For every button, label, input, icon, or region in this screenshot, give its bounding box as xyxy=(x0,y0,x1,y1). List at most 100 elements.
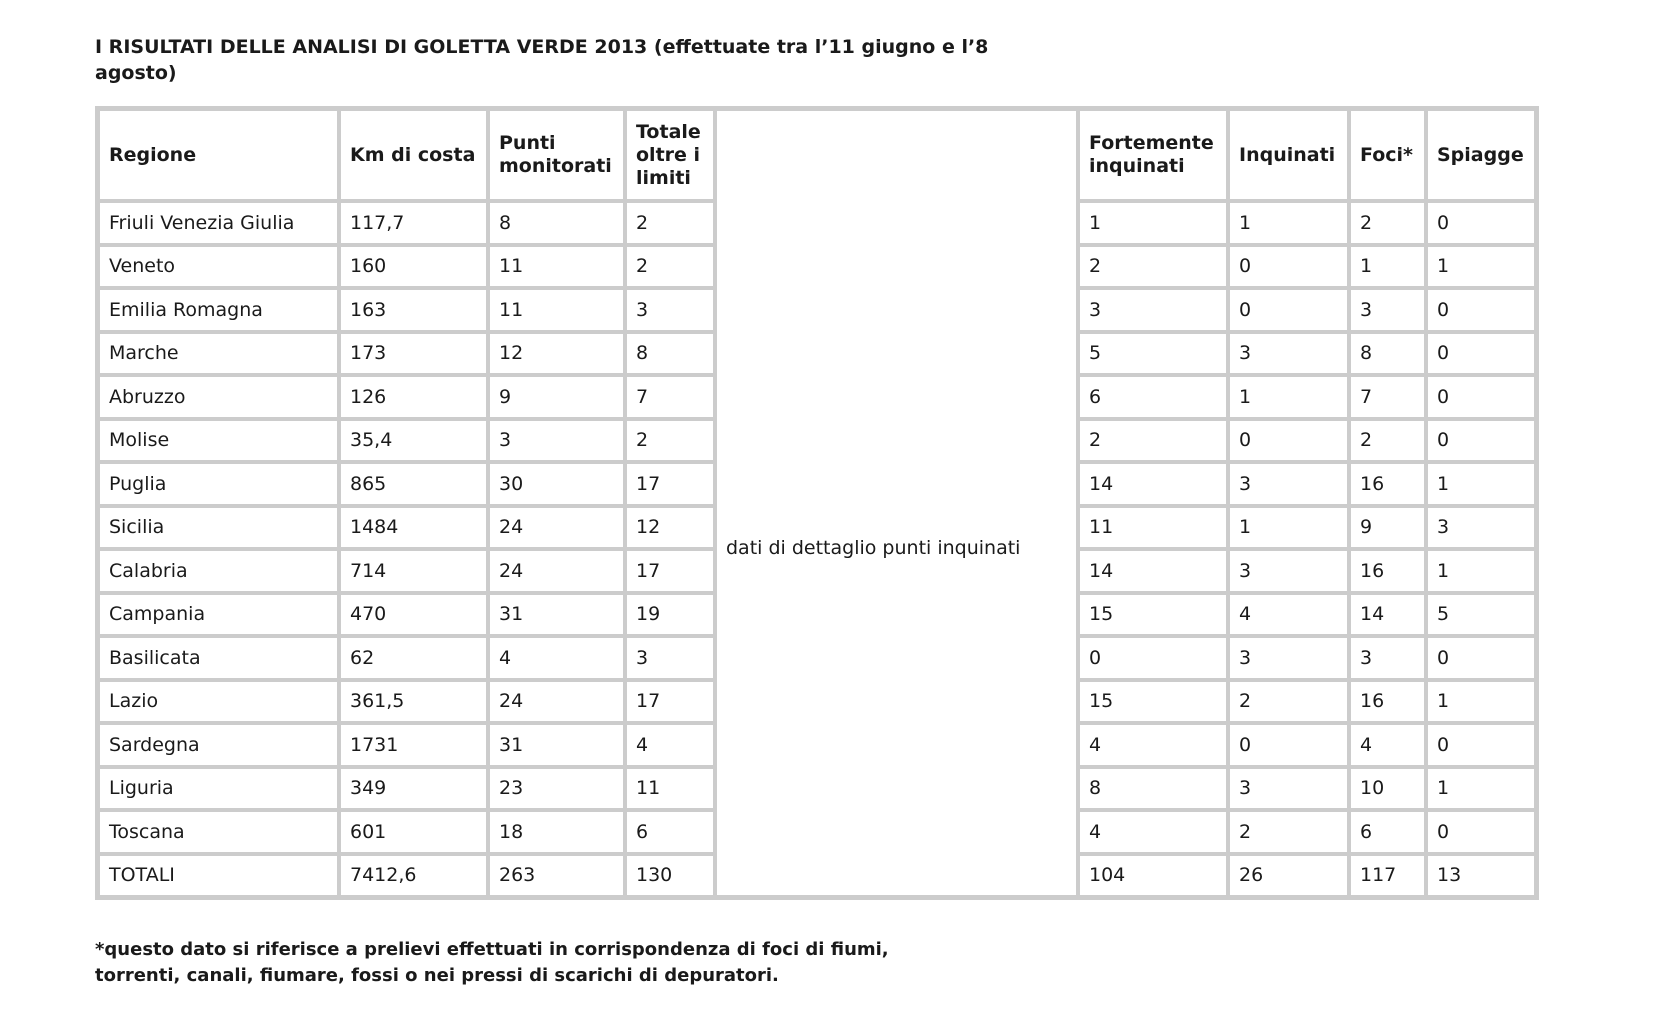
value-cell: 0 xyxy=(1426,418,1536,462)
column-header: Spiagge xyxy=(1426,109,1536,201)
region-cell: Marche xyxy=(98,331,339,375)
region-cell: Sicilia xyxy=(98,505,339,549)
value-cell: 12 xyxy=(625,505,715,549)
value-cell: 23 xyxy=(488,766,625,810)
table-row: Basilicata 62 4 3 0 3 3 0 xyxy=(98,636,1536,680)
column-header: Totale oltre i limiti xyxy=(625,109,715,201)
value-cell: 0 xyxy=(1426,636,1536,680)
value-cell: 14 xyxy=(1349,592,1426,636)
value-cell: 3 xyxy=(1228,331,1349,375)
value-cell: 0 xyxy=(1228,288,1349,332)
value-cell: 3 xyxy=(488,418,625,462)
value-cell: 1 xyxy=(1349,244,1426,288)
value-cell: 1 xyxy=(1426,679,1536,723)
value-cell: 0 xyxy=(1228,244,1349,288)
value-cell: 8 xyxy=(625,331,715,375)
value-cell: 173 xyxy=(339,331,488,375)
value-cell: 263 xyxy=(488,853,625,897)
value-cell: 1 xyxy=(1078,201,1228,245)
value-cell: 3 xyxy=(1426,505,1536,549)
value-cell: 470 xyxy=(339,592,488,636)
value-cell: 1 xyxy=(1228,505,1349,549)
region-cell: TOTALI xyxy=(98,853,339,897)
value-cell: 8 xyxy=(1078,766,1228,810)
value-cell: 15 xyxy=(1078,679,1228,723)
region-cell: Veneto xyxy=(98,244,339,288)
value-cell: 24 xyxy=(488,679,625,723)
value-cell: 18 xyxy=(488,810,625,854)
value-cell: 3 xyxy=(1228,636,1349,680)
value-cell: 9 xyxy=(488,375,625,419)
value-cell: 0 xyxy=(1426,331,1536,375)
value-cell: 14 xyxy=(1078,549,1228,593)
value-cell: 3 xyxy=(1228,462,1349,506)
column-header: Foci* xyxy=(1349,109,1426,201)
table-row: Calabria 714 24 17 14 3 16 1 xyxy=(98,549,1536,593)
value-cell: 0 xyxy=(1078,636,1228,680)
table-row: Friuli Venezia Giulia 117,7 8 2 dati di dett… xyxy=(98,201,1536,897)
footnote: *questo dato si riferisce a prelievi eff… xyxy=(95,939,889,986)
document-title: I RISULTATI DELLE ANALISI DI GOLETTA VER… xyxy=(95,36,989,84)
value-cell: 7 xyxy=(625,375,715,419)
value-cell: 130 xyxy=(625,853,715,897)
value-cell: 126 xyxy=(339,375,488,419)
value-cell: 2 xyxy=(1349,201,1426,245)
region-cell: Abruzzo xyxy=(98,375,339,419)
value-cell: 5 xyxy=(1426,592,1536,636)
value-cell: 0 xyxy=(1228,418,1349,462)
value-cell: 2 xyxy=(625,244,715,288)
value-cell: 11 xyxy=(1078,505,1228,549)
region-cell: Basilicata xyxy=(98,636,339,680)
value-cell: 3 xyxy=(625,288,715,332)
value-cell: 7 xyxy=(1349,375,1426,419)
value-cell: 163 xyxy=(339,288,488,332)
column-header: Regione xyxy=(98,109,339,201)
value-cell: 16 xyxy=(1349,679,1426,723)
region-cell: Puglia xyxy=(98,462,339,506)
value-cell: 4 xyxy=(625,723,715,767)
value-cell: 17 xyxy=(625,549,715,593)
region-cell: Lazio xyxy=(98,679,339,723)
value-cell: 4 xyxy=(1078,723,1228,767)
value-cell: 11 xyxy=(488,288,625,332)
results-table: Regione Km di costa Punti monitorati Totale… xyxy=(95,106,1539,900)
table-row: Marche 173 12 8 5 3 8 0 xyxy=(98,331,1536,375)
value-cell: 31 xyxy=(488,723,625,767)
table-row: Puglia 865 30 17 14 3 16 1 xyxy=(98,462,1536,506)
table-row: Campania 470 31 19 15 4 14 5 xyxy=(98,592,1536,636)
table-row: Sardegna 1731 31 4 4 0 4 0 xyxy=(98,723,1536,767)
value-cell: 6 xyxy=(1078,375,1228,419)
region-cell: Toscana xyxy=(98,810,339,854)
value-cell: 19 xyxy=(625,592,715,636)
value-cell: 1 xyxy=(1228,375,1349,419)
value-cell: 7412,6 xyxy=(339,853,488,897)
value-cell: 1 xyxy=(1426,462,1536,506)
value-cell: 4 xyxy=(1228,592,1349,636)
value-cell: 2 xyxy=(1078,418,1228,462)
value-cell: 24 xyxy=(488,505,625,549)
header-row: Regione Km di costa Punti monitorati Totale… xyxy=(98,109,1536,201)
value-cell: 160 xyxy=(339,244,488,288)
value-cell: 117 xyxy=(1349,853,1426,897)
value-cell: 15 xyxy=(1078,592,1228,636)
value-cell: 1 xyxy=(1426,766,1536,810)
table-row: Abruzzo 126 9 7 6 1 7 0 xyxy=(98,375,1536,419)
column-header: Fortemente inquinati xyxy=(1078,109,1228,201)
value-cell: 2 xyxy=(1078,244,1228,288)
region-cell: Friuli Venezia Giulia xyxy=(98,201,339,245)
value-cell: 4 xyxy=(1349,723,1426,767)
table-row: Lazio 361,5 24 17 15 2 16 1 xyxy=(98,679,1536,723)
totals-row: TOTALI 7412,6 263 130 104 26 117 13 xyxy=(98,853,1536,897)
value-cell: 0 xyxy=(1426,201,1536,245)
value-cell: 3 xyxy=(1078,288,1228,332)
value-cell: 13 xyxy=(1426,853,1536,897)
value-cell: 1 xyxy=(1426,244,1536,288)
value-cell: 349 xyxy=(339,766,488,810)
value-cell: 8 xyxy=(1349,331,1426,375)
value-cell: 3 xyxy=(625,636,715,680)
table-row: Emilia Romagna 163 11 3 3 0 3 0 xyxy=(98,288,1536,332)
detail-label: dati di dettaglio punti inquinati xyxy=(715,201,1078,897)
column-header xyxy=(715,109,1078,201)
value-cell: 6 xyxy=(1349,810,1426,854)
value-cell: 1484 xyxy=(339,505,488,549)
